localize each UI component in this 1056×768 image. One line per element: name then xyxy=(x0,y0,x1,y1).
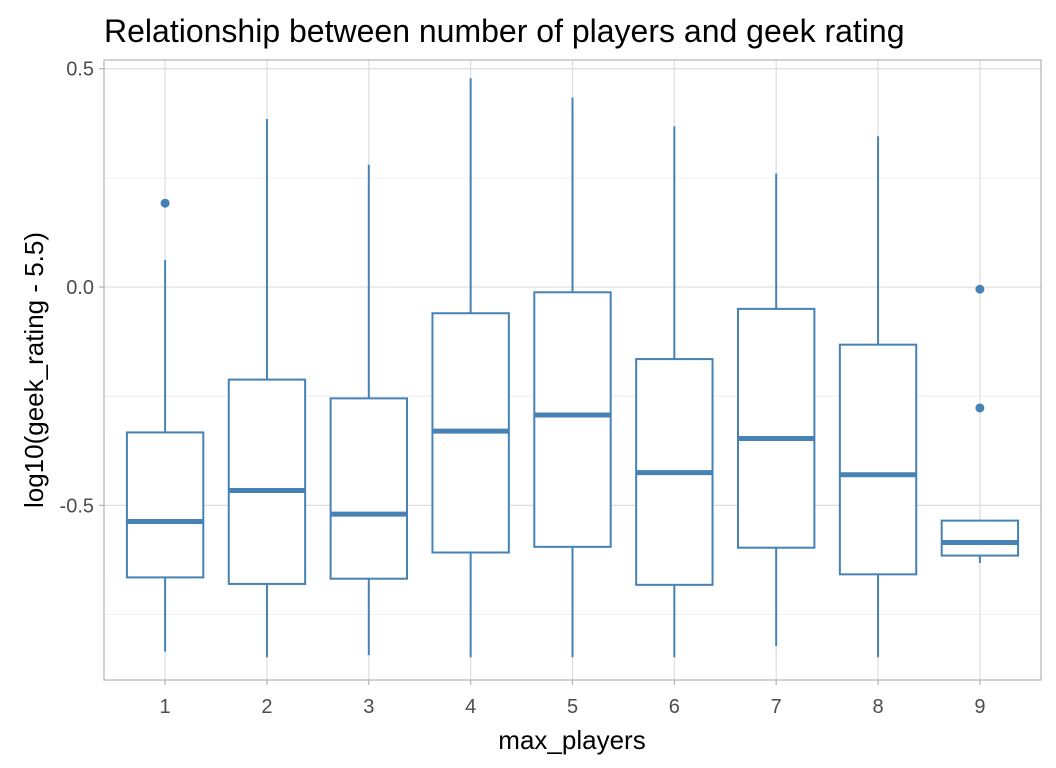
x-tick-label: 8 xyxy=(872,696,883,718)
box-9 xyxy=(940,284,1020,563)
box-8 xyxy=(838,136,918,658)
x-tick-label: 1 xyxy=(160,696,171,718)
box-iqr xyxy=(838,343,918,576)
box-iqr xyxy=(533,291,612,548)
y-tick-labels: 0.5 0.0 -0.5 xyxy=(60,59,104,517)
y-tick-label: 0.5 xyxy=(66,59,94,81)
box-4 xyxy=(431,78,510,658)
box-iqr xyxy=(737,307,816,549)
box-7 xyxy=(737,173,816,646)
box-2 xyxy=(227,118,307,658)
outlier-point xyxy=(975,284,985,294)
x-tick-label: 4 xyxy=(465,696,476,718)
chart-title: Relationship between number of players a… xyxy=(104,13,905,49)
x-tick-label: 7 xyxy=(771,696,782,718)
x-tick-label: 5 xyxy=(567,696,578,718)
box-iqr xyxy=(125,431,205,579)
x-tick-label: 6 xyxy=(669,696,680,718)
x-axis-title: max_players xyxy=(498,725,645,755)
y-tick-label: -0.5 xyxy=(60,495,94,517)
box-3 xyxy=(329,164,408,656)
box-1 xyxy=(125,198,205,652)
box-iqr xyxy=(329,397,408,580)
box-iqr xyxy=(227,378,307,585)
box-iqr xyxy=(940,519,1020,557)
boxes xyxy=(125,78,1020,658)
box-5 xyxy=(533,97,612,658)
y-axis-title: log10(geek_rating - 5.5) xyxy=(19,232,49,508)
x-tick-labels: 1 2 3 4 5 6 7 8 9 xyxy=(160,680,985,718)
box-6 xyxy=(635,126,714,658)
outlier-point xyxy=(975,403,985,413)
x-tick-label: 9 xyxy=(974,696,985,718)
x-tick-label: 2 xyxy=(261,696,272,718)
y-tick-label: 0.0 xyxy=(66,277,94,299)
outlier-point xyxy=(160,198,170,208)
x-tick-label: 3 xyxy=(363,696,374,718)
